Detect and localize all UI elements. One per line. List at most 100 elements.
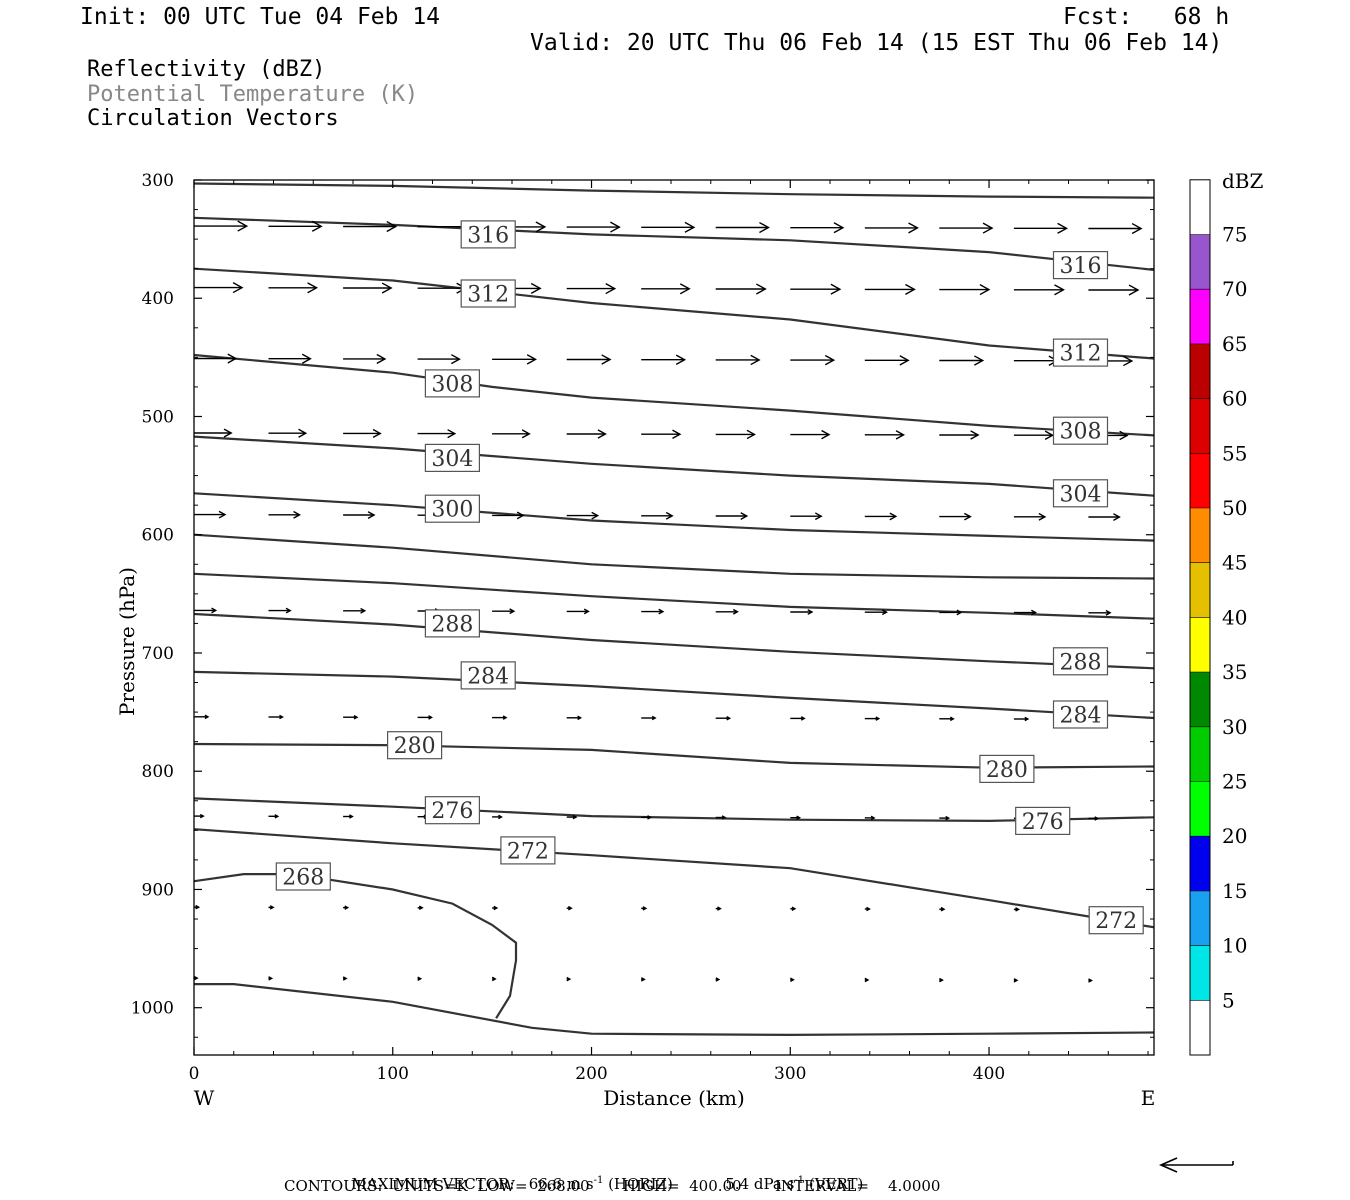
wind-vector-head (970, 430, 980, 440)
wind-vector-head (881, 609, 888, 616)
wind-vector-head (1094, 816, 1100, 821)
east-label: E (1141, 1086, 1156, 1110)
colorbar-segment (1190, 836, 1210, 891)
theta-contour-320 (194, 182, 1154, 199)
wind-vector-head (640, 977, 646, 982)
theta-contour-272 (194, 828, 1154, 929)
wind-vector-head (964, 512, 972, 521)
wind-vector-head (889, 512, 898, 521)
colorbar-segment (1190, 289, 1210, 344)
wind-vector-head (949, 716, 955, 722)
wind-vector-head (227, 353, 238, 364)
colorbar-label: 75 (1222, 223, 1247, 247)
colorbar-segment (1190, 1000, 1210, 1055)
wind-vector-head (502, 715, 508, 720)
wind-vector-head (956, 609, 963, 616)
wind-vector-head (572, 814, 578, 820)
wind-vector-head (583, 608, 590, 615)
wind-vector-head (591, 511, 600, 520)
contour-label-box (1088, 906, 1144, 935)
colorbar-label: 50 (1222, 496, 1247, 520)
wind-vector-head (1088, 978, 1093, 983)
wind-vector-head (791, 906, 797, 912)
contour-label-box (460, 661, 516, 690)
wind-vector-head (1031, 609, 1038, 616)
wind-vector-head (1057, 222, 1069, 234)
wind-vector-head (577, 715, 583, 721)
contour-label-box (424, 369, 480, 398)
colorbar-label: 60 (1222, 387, 1247, 411)
contour-label-308: 308 (431, 372, 473, 397)
y-tick-label: 600 (142, 526, 174, 546)
colorbar-label: 55 (1222, 441, 1247, 465)
wind-vector-head (601, 354, 612, 365)
field-label-vectors: Circulation Vectors (87, 106, 339, 131)
contour-label-box (424, 494, 480, 523)
wind-vector-head (360, 607, 367, 614)
wind-vector-head (566, 976, 572, 982)
contour-label-268: 268 (282, 866, 324, 891)
y-tick-label: 700 (142, 644, 174, 664)
contour-label-box (1052, 479, 1109, 508)
colorbar-segment (1190, 672, 1210, 727)
wind-vector-head (1169, 817, 1172, 820)
colorbar-label: 70 (1222, 277, 1247, 301)
colorbar-segment (1190, 179, 1210, 235)
wind-vector-head (386, 220, 398, 233)
colorbar-segment (1190, 562, 1210, 618)
wind-vector-head (1038, 512, 1047, 521)
x-axis-label: Distance (km) (603, 1086, 745, 1110)
wind-vector-head (1163, 979, 1166, 982)
wind-vector-head (1024, 716, 1030, 722)
theta-contour-304 (194, 435, 1154, 497)
contour-label-304: 304 (431, 447, 473, 472)
theta-contour-312 (194, 267, 1154, 360)
wind-vector-head (204, 714, 210, 720)
contour-label-box (979, 754, 1035, 784)
wind-vector-head (367, 511, 376, 519)
wind-vector-head (940, 906, 946, 912)
wind-vector-head (746, 429, 756, 440)
wind-vector-head (349, 814, 354, 819)
wind-vector-head (715, 977, 721, 982)
colorbar-segment (1190, 781, 1210, 837)
contour-label-box (1052, 338, 1109, 367)
wind-vector-head (526, 354, 537, 365)
wind-vector-head (269, 905, 275, 910)
dbz-colorbar: 5 10 15 20 25 30 35 40 45 50 55 60 65 70 75 dBZ (1189, 169, 1264, 1056)
axes: 300 400 500 600 700 800 900 1000 0 100 200 300 400 Di… (115, 171, 1155, 1110)
vert-units-exponent: -1 (794, 1175, 805, 1186)
wind-vector-head (721, 815, 727, 820)
wind-vector-head (597, 429, 607, 439)
wind-vector-head (726, 715, 732, 721)
wind-vector-head (493, 905, 499, 911)
wind-vector-head (417, 976, 423, 982)
theta-contour-284 (194, 670, 1154, 720)
colorbar-segment (1190, 726, 1210, 782)
contour-label-box (1052, 647, 1109, 676)
wind-vector-head (647, 815, 652, 820)
wind-vector-head (870, 815, 876, 821)
wind-vector-head (658, 608, 665, 615)
x-tick-label: 0 (189, 1064, 200, 1084)
wind-vector-head (342, 976, 348, 981)
contour-label-box (500, 836, 556, 865)
contour-label-280: 280 (986, 758, 1028, 783)
contour-labels: 316 316 312 312 308 308 304 304 300 288 288 284 284 2… (275, 220, 1144, 935)
init-time: Init: 00 UTC Tue 04 Feb 14 (80, 4, 441, 30)
wind-vector-head (237, 220, 249, 232)
y-tick-label: 500 (142, 407, 174, 427)
wind-vector-head (824, 354, 836, 366)
colorbar-label: 15 (1222, 879, 1247, 903)
y-tick-label: 400 (142, 289, 174, 309)
colorbar-segment (1190, 508, 1210, 563)
wind-vector-head (750, 354, 761, 366)
wind-vector-head (223, 428, 233, 438)
wind-vector-head (899, 355, 910, 366)
wind-vector-head (665, 511, 674, 520)
contour-label-box (1052, 251, 1109, 280)
west-label: W (194, 1086, 215, 1110)
contour-label-box (424, 609, 480, 638)
wind-vector-head (268, 976, 274, 981)
